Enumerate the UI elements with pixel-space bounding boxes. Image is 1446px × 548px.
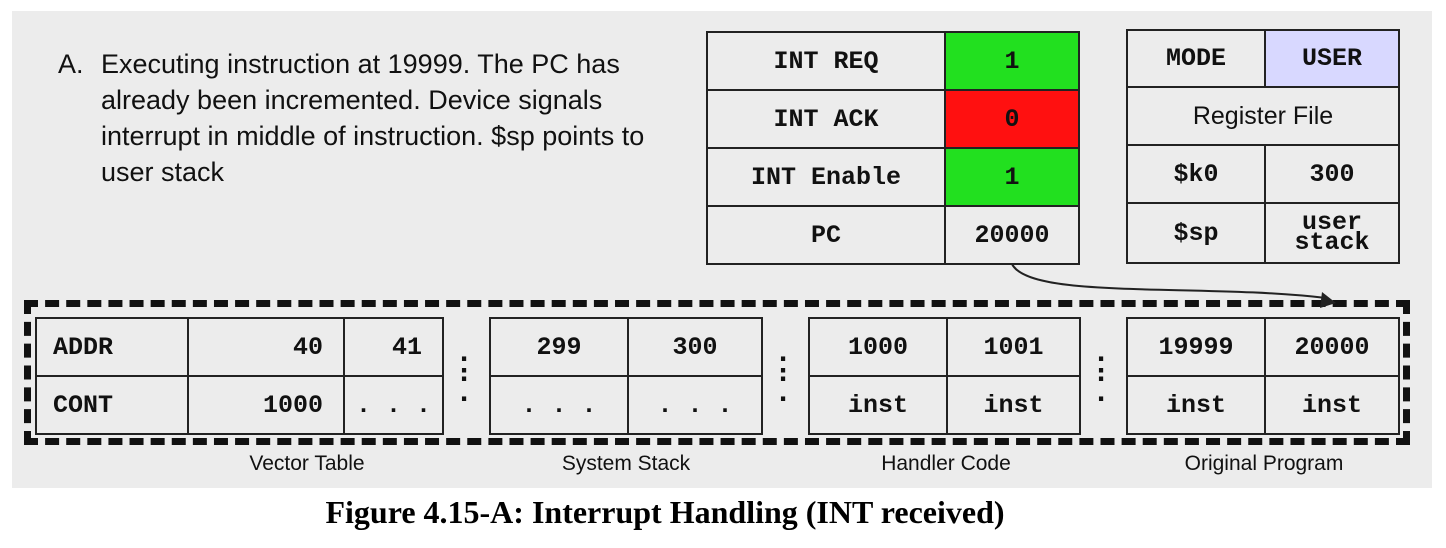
addr-row: 1000 1001 [808, 317, 1081, 377]
caption-original-program: Original Program [1184, 452, 1344, 475]
sp-value-line2: stack [1294, 228, 1370, 257]
addr-cell: 1000 [808, 317, 948, 377]
signal-row: INT REQ 1 [706, 31, 1080, 91]
cont-row: inst inst [808, 375, 1081, 435]
register-name: $k0 [1126, 144, 1266, 204]
signal-value: 1 [944, 147, 1080, 207]
signal-row: INT Enable 1 [706, 147, 1080, 207]
register-file-title: Register File [1126, 86, 1400, 146]
addr-row: ADDR 40 41 [35, 317, 444, 377]
separator-dots: .:. [459, 339, 469, 407]
register-value: user stack [1264, 202, 1400, 264]
cont-cell: inst [946, 375, 1081, 435]
signal-value: 0 [944, 89, 1080, 149]
sp-value-line1: user [1301, 208, 1362, 237]
cont-cell: 1000 [187, 375, 345, 435]
row-label-cont: CONT [35, 375, 189, 435]
cont-cell: . . . [627, 375, 763, 435]
original-program-table: 19999 20000 inst inst [1126, 317, 1400, 435]
addr-cell: 20000 [1264, 317, 1400, 377]
figure-caption: Figure 4.15-A: Interrupt Handling (INT r… [325, 494, 1005, 530]
register-row: $sp user stack [1126, 202, 1400, 264]
addr-row: 299 300 [489, 317, 763, 377]
addr-cell: 40 [187, 317, 345, 377]
addr-cell: 299 [489, 317, 629, 377]
mode-value: USER [1264, 29, 1400, 88]
cont-cell: . . . [489, 375, 629, 435]
cont-cell: inst [1126, 375, 1266, 435]
cont-row: inst inst [1126, 375, 1400, 435]
handler-code-table: 1000 1001 inst inst [808, 317, 1081, 435]
caption-vector-table: Vector Table [249, 452, 365, 475]
register-file-title-row: Register File [1126, 86, 1400, 146]
register-file-table: MODE USER Register File $k0 300 $sp user… [1126, 29, 1400, 264]
separator-dots: .:. [778, 339, 788, 407]
scenario-text: Executing instruction at 19999. The PC h… [101, 49, 645, 187]
cont-cell: inst [808, 375, 948, 435]
pc-pointer-arrow-line [1011, 263, 1327, 299]
signal-name: INT ACK [706, 89, 946, 149]
signal-name: INT REQ [706, 31, 946, 91]
scenario-label: A. [58, 49, 84, 79]
cont-row: CONT 1000 . . . [35, 375, 444, 435]
system-stack-table: 299 300 . . . . . . [489, 317, 763, 435]
cont-cell: . . . [343, 375, 444, 435]
vector-table: ADDR 40 41 CONT 1000 . . . [35, 317, 444, 435]
addr-cell: 19999 [1126, 317, 1266, 377]
register-value: 300 [1264, 144, 1400, 204]
caption-system-stack: System Stack [561, 452, 691, 475]
addr-cell: 300 [627, 317, 763, 377]
addr-cell: 1001 [946, 317, 1081, 377]
pc-pointer-arrow-head [1320, 292, 1336, 308]
pc-value: 20000 [944, 205, 1080, 265]
mode-label: MODE [1126, 29, 1266, 88]
cont-row: . . . . . . [489, 375, 763, 435]
signal-row: INT ACK 0 [706, 89, 1080, 149]
signal-table: INT REQ 1 INT ACK 0 INT Enable 1 PC 2000… [706, 31, 1080, 265]
addr-cell: 41 [343, 317, 444, 377]
register-row: $k0 300 [1126, 144, 1400, 204]
cont-cell: inst [1264, 375, 1400, 435]
mode-row: MODE USER [1126, 29, 1400, 88]
pc-label: PC [706, 205, 946, 265]
signal-row: PC 20000 [706, 205, 1080, 265]
signal-value: 1 [944, 31, 1080, 91]
addr-row: 19999 20000 [1126, 317, 1400, 377]
caption-handler-code: Handler Code [881, 452, 1011, 475]
signal-name: INT Enable [706, 147, 946, 207]
register-name: $sp [1126, 202, 1266, 264]
memory-region-border [24, 300, 1410, 445]
separator-dots: .:. [1096, 339, 1106, 407]
row-label-addr: ADDR [35, 317, 189, 377]
